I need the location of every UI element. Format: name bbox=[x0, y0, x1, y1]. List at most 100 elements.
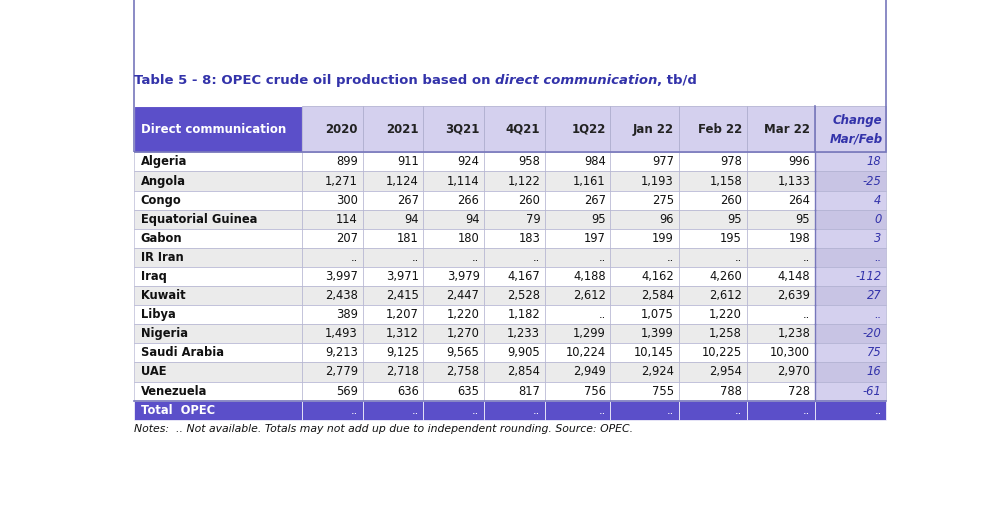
Text: 2,415: 2,415 bbox=[386, 289, 418, 302]
Text: ..: .. bbox=[412, 251, 418, 264]
Text: 300: 300 bbox=[336, 193, 358, 207]
Bar bbox=[746, 229, 814, 248]
Bar bbox=[133, 0, 886, 152]
Text: ..: .. bbox=[351, 404, 358, 417]
Bar bbox=[545, 344, 610, 362]
Bar bbox=[362, 286, 422, 305]
Bar bbox=[422, 401, 484, 420]
Text: 984: 984 bbox=[583, 155, 605, 168]
Text: 3,997: 3,997 bbox=[325, 270, 358, 283]
Text: Feb 22: Feb 22 bbox=[697, 123, 742, 136]
Bar bbox=[678, 286, 746, 305]
Text: 75: 75 bbox=[866, 346, 881, 359]
Text: 180: 180 bbox=[457, 232, 479, 245]
Bar bbox=[362, 229, 422, 248]
Text: 114: 114 bbox=[336, 213, 358, 225]
Bar bbox=[678, 210, 746, 229]
Text: 2,447: 2,447 bbox=[446, 289, 479, 302]
Text: Direct communication: Direct communication bbox=[140, 123, 285, 136]
Text: 1,161: 1,161 bbox=[573, 175, 605, 187]
Text: 756: 756 bbox=[583, 385, 605, 398]
Text: ..: .. bbox=[666, 404, 673, 417]
Text: 96: 96 bbox=[659, 213, 673, 225]
Text: ..: .. bbox=[412, 404, 418, 417]
Text: Angola: Angola bbox=[140, 175, 186, 187]
Bar bbox=[610, 401, 678, 420]
Bar bbox=[545, 401, 610, 420]
Text: 9,905: 9,905 bbox=[507, 346, 540, 359]
Text: 1,399: 1,399 bbox=[640, 327, 673, 341]
Bar bbox=[422, 229, 484, 248]
Text: ..: .. bbox=[472, 404, 479, 417]
Text: 266: 266 bbox=[457, 193, 479, 207]
Bar bbox=[422, 267, 484, 286]
Text: 10,224: 10,224 bbox=[566, 346, 605, 359]
Text: 0: 0 bbox=[874, 213, 881, 225]
Bar bbox=[610, 305, 678, 324]
Text: 183: 183 bbox=[518, 232, 540, 245]
Text: 958: 958 bbox=[518, 155, 540, 168]
Bar bbox=[814, 382, 886, 401]
Bar bbox=[610, 229, 678, 248]
Text: ..: .. bbox=[598, 308, 605, 321]
Bar bbox=[610, 362, 678, 382]
Bar bbox=[746, 286, 814, 305]
Text: 4,167: 4,167 bbox=[507, 270, 540, 283]
Text: ..: .. bbox=[874, 251, 881, 264]
Text: 1,133: 1,133 bbox=[776, 175, 809, 187]
Bar bbox=[133, 401, 301, 420]
Text: Change: Change bbox=[832, 114, 882, 127]
Bar bbox=[545, 382, 610, 401]
Text: ..: .. bbox=[472, 251, 479, 264]
Bar bbox=[610, 324, 678, 344]
Bar bbox=[133, 152, 301, 172]
Text: 924: 924 bbox=[457, 155, 479, 168]
Bar bbox=[301, 172, 362, 190]
Bar bbox=[610, 190, 678, 210]
Text: 18: 18 bbox=[866, 155, 881, 168]
Text: 10,225: 10,225 bbox=[701, 346, 742, 359]
Text: 4,260: 4,260 bbox=[709, 270, 742, 283]
Bar bbox=[610, 106, 678, 152]
Bar bbox=[545, 286, 610, 305]
Bar bbox=[545, 362, 610, 382]
Bar bbox=[610, 267, 678, 286]
Text: 10,300: 10,300 bbox=[769, 346, 809, 359]
Text: 9,213: 9,213 bbox=[325, 346, 358, 359]
Text: 2,584: 2,584 bbox=[640, 289, 673, 302]
Text: 2,438: 2,438 bbox=[325, 289, 358, 302]
Text: 2,970: 2,970 bbox=[776, 365, 809, 379]
Text: 10,145: 10,145 bbox=[633, 346, 673, 359]
Text: UAE: UAE bbox=[140, 365, 166, 379]
Bar bbox=[301, 286, 362, 305]
Text: 977: 977 bbox=[651, 155, 673, 168]
Text: 1,075: 1,075 bbox=[640, 308, 673, 321]
Text: 978: 978 bbox=[720, 155, 742, 168]
Text: 1,193: 1,193 bbox=[640, 175, 673, 187]
Bar bbox=[746, 324, 814, 344]
Bar bbox=[133, 344, 301, 362]
Bar bbox=[814, 106, 886, 152]
Bar bbox=[484, 382, 545, 401]
Bar bbox=[422, 362, 484, 382]
Text: 197: 197 bbox=[583, 232, 605, 245]
Text: 95: 95 bbox=[795, 213, 809, 225]
Text: 1,207: 1,207 bbox=[386, 308, 418, 321]
Text: 2021: 2021 bbox=[386, 123, 418, 136]
Text: 195: 195 bbox=[720, 232, 742, 245]
Bar bbox=[678, 152, 746, 172]
Bar bbox=[301, 382, 362, 401]
Bar bbox=[362, 305, 422, 324]
Text: 3,979: 3,979 bbox=[446, 270, 479, 283]
Bar bbox=[362, 362, 422, 382]
Text: Nigeria: Nigeria bbox=[140, 327, 188, 341]
Bar bbox=[678, 305, 746, 324]
Text: 1,220: 1,220 bbox=[709, 308, 742, 321]
Bar bbox=[814, 248, 886, 267]
Text: 635: 635 bbox=[457, 385, 479, 398]
Text: 94: 94 bbox=[404, 213, 418, 225]
Bar bbox=[362, 248, 422, 267]
Text: 1,258: 1,258 bbox=[709, 327, 742, 341]
Text: 4,188: 4,188 bbox=[573, 270, 605, 283]
Bar bbox=[545, 324, 610, 344]
